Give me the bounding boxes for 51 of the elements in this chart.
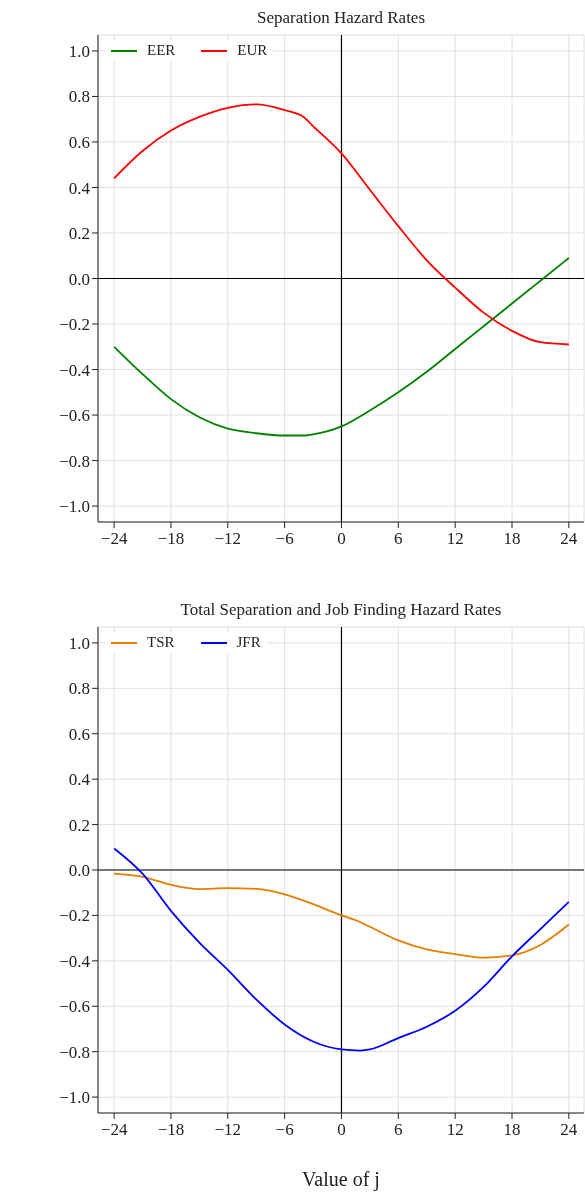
y-tick-label: −0.6 [59, 997, 90, 1017]
y-tick-label: 0.0 [68, 269, 90, 289]
x-tick-label: −12 [214, 1120, 242, 1140]
y-tick-label: −0.2 [59, 906, 90, 926]
y-tick-label: 0.8 [68, 679, 90, 699]
x-tick-label: −12 [214, 529, 242, 549]
x-tick-label: −24 [100, 1120, 128, 1140]
x-tick-label: 12 [446, 1120, 464, 1140]
y-tick-label: 0.4 [68, 770, 91, 790]
y-tick-label: −0.6 [59, 406, 90, 426]
chart-title: Separation Hazard Rates [255, 8, 426, 28]
line-series [113, 872, 570, 959]
y-tick-label: −1.0 [59, 497, 90, 517]
chart-title: Total Separation and Job Finding Hazard Rates [179, 600, 503, 620]
x-tick-label: 24 [560, 529, 578, 549]
y-tick-label: 0.2 [68, 815, 90, 835]
y-tick-label: −0.4 [59, 951, 91, 971]
y-tick-label: −0.2 [59, 315, 90, 335]
x-tick-label: 0 [337, 529, 346, 549]
y-tick-label: 0.4 [68, 178, 91, 198]
line-series [113, 103, 570, 346]
x-tick-label: 24 [560, 1120, 578, 1140]
legend-label: JFR [236, 634, 261, 651]
x-tick-label: 12 [446, 529, 464, 549]
legend-label: TSR [147, 634, 175, 651]
x-tick-label: 18 [503, 1120, 521, 1140]
x-axis-title: Value of j [302, 1168, 380, 1191]
line-series [113, 257, 570, 437]
y-tick-label: 0.6 [68, 132, 90, 152]
x-tick-label: −6 [275, 1120, 294, 1140]
y-tick-label: 0.6 [68, 724, 90, 744]
x-tick-label: 6 [394, 1120, 403, 1140]
y-tick-label: 1.0 [68, 633, 90, 653]
y-tick-label: 0.2 [68, 224, 90, 244]
x-tick-label: −18 [157, 529, 185, 549]
y-tick-label: −0.4 [59, 360, 91, 380]
y-tick-label: 0.8 [68, 87, 90, 107]
x-tick-label: 0 [337, 1120, 346, 1140]
x-tick-label: −18 [157, 1120, 185, 1140]
legend-label: EUR [237, 42, 268, 59]
x-tick-label: 6 [394, 529, 403, 549]
legend-label: EER [147, 42, 176, 59]
y-tick-label: 0.0 [68, 861, 90, 881]
y-tick-label: −0.8 [59, 451, 90, 471]
y-tick-label: −1.0 [59, 1088, 90, 1108]
x-tick-label: −24 [100, 529, 128, 549]
line-series [113, 847, 570, 1052]
y-tick-label: −0.8 [59, 1042, 90, 1062]
x-tick-label: 18 [503, 529, 521, 549]
y-tick-label: 1.0 [68, 41, 90, 61]
x-tick-label: −6 [275, 529, 294, 549]
